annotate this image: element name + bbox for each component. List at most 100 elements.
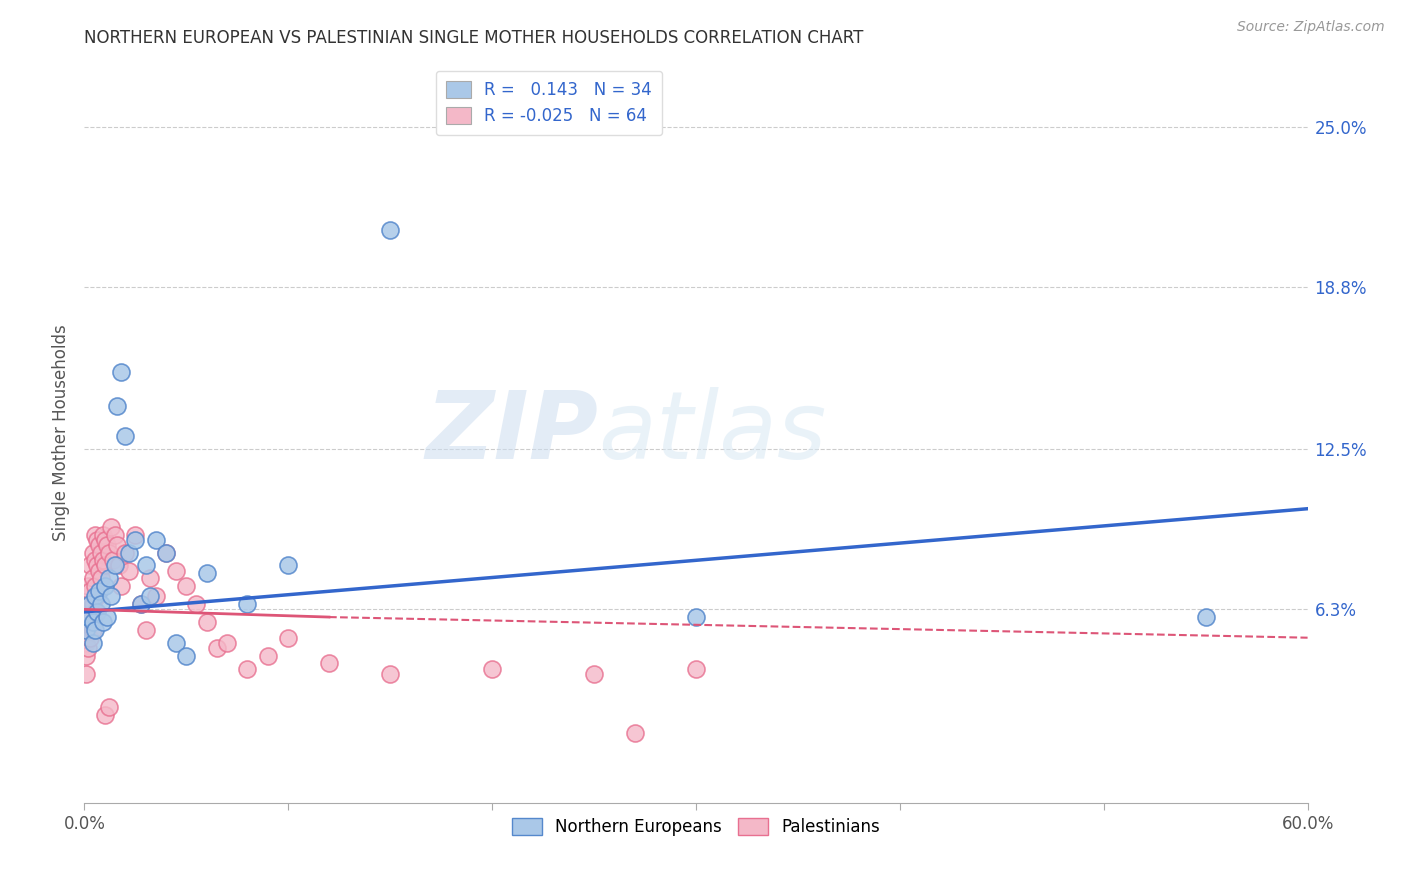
Point	[174, 579, 197, 593]
Point	[131, 597, 153, 611]
Point	[138, 590, 160, 604]
Point	[145, 590, 167, 604]
Point	[83, 553, 105, 567]
Point	[174, 648, 197, 663]
Point	[86, 533, 108, 547]
Point	[83, 605, 105, 619]
Point	[75, 666, 97, 681]
Point	[93, 533, 115, 547]
Text: NORTHERN EUROPEAN VS PALESTINIAN SINGLE MOTHER HOUSEHOLDS CORRELATION CHART: NORTHERN EUROPEAN VS PALESTINIAN SINGLE …	[84, 29, 863, 47]
Point	[82, 571, 104, 585]
Point	[90, 597, 112, 611]
Point	[114, 429, 136, 443]
Point	[97, 545, 120, 559]
Point	[93, 579, 115, 593]
Point	[83, 527, 105, 541]
Point	[118, 545, 141, 559]
Point	[205, 640, 228, 655]
Point	[118, 564, 141, 578]
Point	[138, 571, 160, 585]
Point	[380, 223, 402, 237]
Point	[186, 597, 208, 611]
Point	[77, 640, 100, 655]
Point	[82, 623, 104, 637]
Point	[86, 558, 108, 573]
Point	[97, 700, 120, 714]
Point	[135, 623, 157, 637]
Point	[93, 558, 115, 573]
Point	[380, 666, 402, 681]
Point	[90, 545, 112, 559]
Point	[165, 636, 187, 650]
Point	[114, 545, 136, 559]
Point	[100, 520, 122, 534]
Point	[108, 558, 131, 573]
Point	[79, 558, 101, 573]
Point	[236, 662, 259, 676]
Point	[583, 666, 606, 681]
Point	[110, 365, 132, 379]
Point	[481, 662, 503, 676]
Point	[318, 657, 340, 671]
Point	[87, 584, 110, 599]
Point	[75, 623, 97, 637]
Y-axis label: Single Mother Households: Single Mother Households	[52, 325, 70, 541]
Point	[131, 597, 153, 611]
Point	[82, 615, 104, 630]
Point	[101, 553, 124, 567]
Point	[195, 615, 218, 630]
Point	[75, 648, 97, 663]
Point	[96, 538, 118, 552]
Point	[77, 610, 100, 624]
Point	[257, 648, 280, 663]
Point	[91, 615, 114, 630]
Point	[277, 631, 299, 645]
Point	[83, 590, 105, 604]
Point	[83, 623, 105, 637]
Text: Source: ZipAtlas.com: Source: ZipAtlas.com	[1237, 20, 1385, 34]
Point	[110, 579, 132, 593]
Point	[97, 571, 120, 585]
Point	[79, 631, 101, 645]
Point	[90, 571, 112, 585]
Point	[135, 558, 157, 573]
Point	[165, 564, 187, 578]
Point	[82, 545, 104, 559]
Point	[93, 708, 115, 723]
Point	[685, 610, 707, 624]
Point	[155, 545, 177, 559]
Point	[77, 579, 100, 593]
Point	[82, 597, 104, 611]
Text: atlas: atlas	[598, 387, 827, 478]
Point	[86, 605, 108, 619]
Point	[104, 558, 127, 573]
Point	[195, 566, 218, 581]
Point	[96, 610, 118, 624]
Point	[155, 545, 177, 559]
Point	[91, 527, 114, 541]
Point	[1195, 610, 1218, 624]
Point	[75, 610, 97, 624]
Point	[91, 553, 114, 567]
Point	[124, 527, 146, 541]
Point	[104, 527, 127, 541]
Point	[217, 636, 239, 650]
Point	[83, 579, 105, 593]
Point	[77, 597, 100, 611]
Point	[105, 399, 128, 413]
Point	[79, 584, 101, 599]
Point	[75, 636, 97, 650]
Point	[87, 538, 110, 552]
Point	[100, 590, 122, 604]
Point	[86, 590, 108, 604]
Point	[79, 597, 101, 611]
Legend: Northern Europeans, Palestinians: Northern Europeans, Palestinians	[505, 811, 887, 843]
Point	[124, 533, 146, 547]
Point	[277, 558, 299, 573]
Point	[77, 615, 100, 630]
Point	[82, 636, 104, 650]
Text: ZIP: ZIP	[425, 386, 598, 479]
Point	[624, 726, 647, 740]
Point	[236, 597, 259, 611]
Point	[79, 610, 101, 624]
